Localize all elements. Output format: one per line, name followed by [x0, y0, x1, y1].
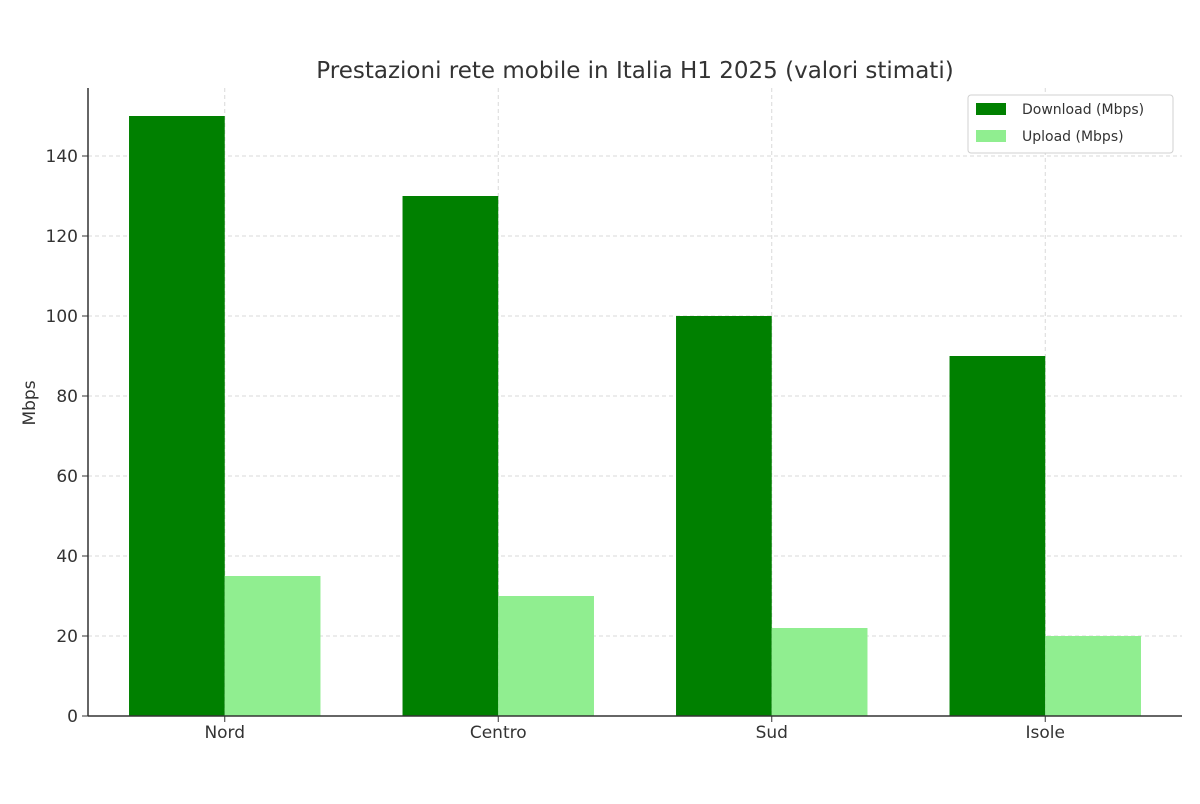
tick-labels: 0 20 40 60 80 100 120 140 Nord Centro Sud Isole: [46, 147, 1065, 743]
legend-swatch-upload: [976, 130, 1006, 142]
x-tick-label: Nord: [204, 723, 245, 743]
y-tick-label: 40: [56, 547, 78, 567]
bar-upload-centro: [498, 596, 594, 716]
x-tick-label: Isole: [1026, 723, 1065, 743]
y-tick-label: 120: [46, 227, 78, 247]
axes: [87, 88, 1182, 717]
chart-title: Prestazioni rete mobile in Italia H1 202…: [316, 58, 953, 84]
y-axis-label: Mbps: [20, 380, 40, 425]
x-tick-label: Centro: [470, 723, 527, 743]
bar-download-nord: [129, 116, 225, 716]
bar-download-isole: [949, 356, 1046, 716]
legend-swatch-download: [976, 103, 1006, 115]
bar-upload-nord: [224, 576, 321, 716]
y-tick-label: 20: [56, 627, 78, 647]
y-tick-label: 140: [46, 147, 78, 167]
x-tick-label: Sud: [756, 723, 788, 743]
bars: [129, 116, 1141, 716]
legend: Download (Mbps) Upload (Mbps): [967, 94, 1174, 154]
bar-download-centro: [402, 196, 499, 716]
bar-download-sud: [676, 316, 772, 716]
bar-upload-sud: [771, 628, 868, 716]
y-tick-label: 0: [67, 707, 78, 727]
y-tick-label: 60: [56, 467, 78, 487]
bar-upload-isole: [1045, 636, 1141, 716]
y-tick-label: 80: [56, 387, 78, 407]
legend-label-download: Download (Mbps): [1022, 102, 1144, 118]
legend-label-upload: Upload (Mbps): [1022, 129, 1124, 145]
legend-box: [967, 94, 1174, 154]
y-tick-label: 100: [46, 307, 78, 327]
